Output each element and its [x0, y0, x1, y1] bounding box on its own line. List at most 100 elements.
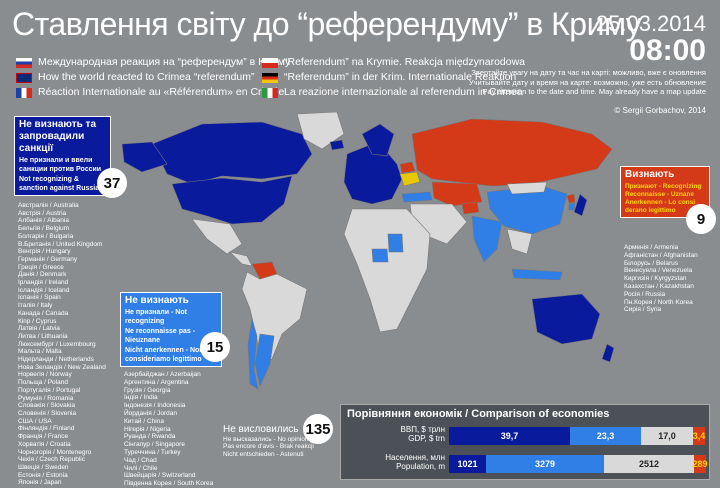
country-list-item: Естонія / Estonia: [18, 471, 68, 479]
sanctions-panel: Не визнають та запровадили санкції Не пр…: [14, 116, 111, 487]
map-india[interactable]: [471, 215, 503, 263]
country-list-item: Індія / India: [124, 394, 158, 402]
country-list-item: Ісландія / Iceland: [18, 286, 70, 294]
map-argentina[interactable]: [254, 333, 275, 387]
sanctions-header: Не визнають та запровадили санкції Не пр…: [14, 116, 111, 196]
map-usa[interactable]: [171, 175, 293, 225]
map-afghanistan[interactable]: [461, 201, 480, 215]
population-bar: 289: [692, 455, 708, 473]
subtitle-en: How the world reacted to Crimea “referen…: [38, 71, 255, 83]
country-list-item: Латвія / Latvia: [18, 325, 60, 333]
country-list-item: Нова Зеландія / New Zealand: [18, 363, 106, 371]
map-alaska: [121, 141, 168, 173]
recognizing-count-badge: 9: [686, 204, 716, 234]
subtitle-it: La reazione internazionale al referendum…: [284, 86, 523, 98]
map-iceland[interactable]: [329, 139, 345, 151]
country-list-item: Бельгія / Belgium: [18, 225, 70, 233]
economy-title: Порівняння економік / Comparison of econ…: [347, 408, 610, 420]
country-list-item: Чорногорія / Montenegro: [18, 448, 92, 456]
sanctions-country-list: Австралія / Australia Австрія / Austria Ал…: [14, 202, 111, 487]
map-south-america: [241, 271, 308, 367]
subtitle-pl: “Referendum” na Krymie. Reakcja międzyna…: [284, 56, 526, 68]
recognizing-header: Визнають Признают - Recognizing Reconnai…: [620, 166, 710, 218]
country-list-item: Арменія / Armenia: [624, 244, 679, 251]
gdp-bar: 39,7: [449, 427, 570, 445]
population-bar: 1021: [449, 455, 486, 473]
country-list-item: В.Британія / United Kingdom: [18, 240, 103, 248]
country-list-item: Італія / Italy: [18, 302, 53, 310]
country-list-item: Чехія / Czech Republic: [18, 456, 85, 464]
silent-panel: Не висловились Не высказались - No opini…: [223, 425, 323, 458]
country-list-item: Киргизія / Kyrgyzstan: [624, 275, 687, 283]
country-list-item: Чад / Chad: [124, 456, 157, 464]
map-turkey[interactable]: [401, 191, 433, 203]
country-list-item: Польща / Poland: [18, 379, 68, 387]
world-map: [112, 104, 622, 404]
map-mexico: [191, 218, 243, 255]
country-list-item: Венгрія / Hungary: [18, 248, 71, 256]
germany-flag-icon: [262, 72, 278, 83]
country-list-item: Румунія / Romania: [18, 394, 74, 402]
sanctions-count-badge: 37: [97, 168, 127, 198]
map-new-zealand[interactable]: [601, 343, 615, 363]
country-list-item: Германія / Germany: [18, 255, 78, 263]
map-ukraine: [399, 171, 421, 187]
poland-flag-icon: [262, 57, 278, 68]
page-title: Ставлення світу до “референдуму” в Криму: [12, 6, 642, 42]
country-list-item: Афганістан / Afghanistan: [624, 251, 698, 259]
country-list-item: Нігерія / Nigeria: [124, 425, 171, 433]
map-japan[interactable]: [573, 193, 588, 217]
not-recognizing-title: Не визнають: [125, 295, 189, 306]
russia-flag-icon: [16, 57, 32, 68]
map-china[interactable]: [486, 185, 568, 235]
map-australia[interactable]: [531, 293, 601, 345]
economy-comparison: Порівняння економік / Comparison of econ…: [340, 404, 710, 480]
country-list-item: Австрія / Austria: [18, 209, 67, 217]
country-list-item: Ірландія / Ireland: [18, 279, 69, 287]
subtitle-list: Международная реакция на “референдум” в …: [16, 55, 290, 100]
map-canada[interactable]: [151, 121, 313, 185]
country-list-item: Венесуела / Venezuela: [624, 267, 693, 275]
country-list-item: Сирія / Syria: [624, 306, 662, 314]
gdp-bar: 23,3: [570, 427, 641, 445]
country-list-item: Індонезія / Indonesia: [124, 402, 186, 410]
country-list-item: Канада / Canada: [18, 309, 69, 317]
silent-text: Не высказались - No opinion yet Pas enco…: [223, 435, 319, 458]
uk-flag-icon: [16, 72, 32, 83]
silent-count-badge: 135: [303, 414, 333, 444]
recognizing-country-list: Арменія / Armenia Афганістан / Afghanista…: [620, 244, 710, 314]
map-norway-sweden[interactable]: [361, 123, 395, 157]
country-list-item: Чилі / Chile: [124, 464, 158, 472]
population-label: Населення, млн Population, m: [385, 453, 445, 471]
country-list-item: Словакія / Slovakia: [18, 402, 75, 410]
map-chad[interactable]: [387, 233, 404, 253]
country-list-item: Албанія / Albania: [18, 217, 69, 225]
country-list-item: Казахстан / Kazakhstan: [624, 282, 694, 290]
not-recognizing-de: Nicht anerkennen - Non lo consideriamo l…: [125, 347, 212, 363]
country-list-item: Нідерланди / Netherlands: [18, 356, 94, 364]
recognizing-title: Визнають: [625, 169, 675, 180]
country-list-item: Росія / Russia: [624, 290, 666, 298]
map-nigeria[interactable]: [371, 248, 389, 263]
map-south-korea[interactable]: [568, 202, 576, 211]
population-bar: 3279: [486, 455, 604, 473]
map-indonesia[interactable]: [511, 268, 563, 281]
map-central-america: [229, 251, 253, 267]
not-recognizing-fr: Ne reconnaisse pas - Nieuznane: [125, 328, 196, 344]
gdp-label: ВВП, $ трлн GDP, $ trn: [400, 425, 445, 443]
country-list-item: Болгарія / Bulgaria: [18, 232, 74, 240]
not-recognizing-ru: Не признали - Not recognizing: [125, 309, 187, 325]
map-belarus[interactable]: [399, 161, 416, 174]
subtitle-fr: Réaction Internationale au «Référendum» …: [38, 86, 285, 98]
country-list-item: Йорданія / Jordan: [124, 409, 178, 417]
map-russia[interactable]: [411, 118, 613, 187]
map-north-korea[interactable]: [566, 193, 576, 204]
sanctions-title-ru: Не признали и ввели санкции против Росси…: [19, 157, 102, 173]
map-chile[interactable]: [247, 318, 259, 390]
country-list-item: Литва / Lithuania: [18, 332, 68, 340]
not-recognizing-country-list: Азербайджан / Azerbaijan Аргентина / Arge…: [120, 371, 222, 488]
map-mongolia: [506, 181, 548, 195]
subtitle-ru: Международная реакция на “референдум” в …: [38, 56, 291, 68]
country-list-item: Данія / Denmark: [18, 271, 67, 279]
country-list-item: Кіпр / Cyprus: [18, 317, 57, 325]
